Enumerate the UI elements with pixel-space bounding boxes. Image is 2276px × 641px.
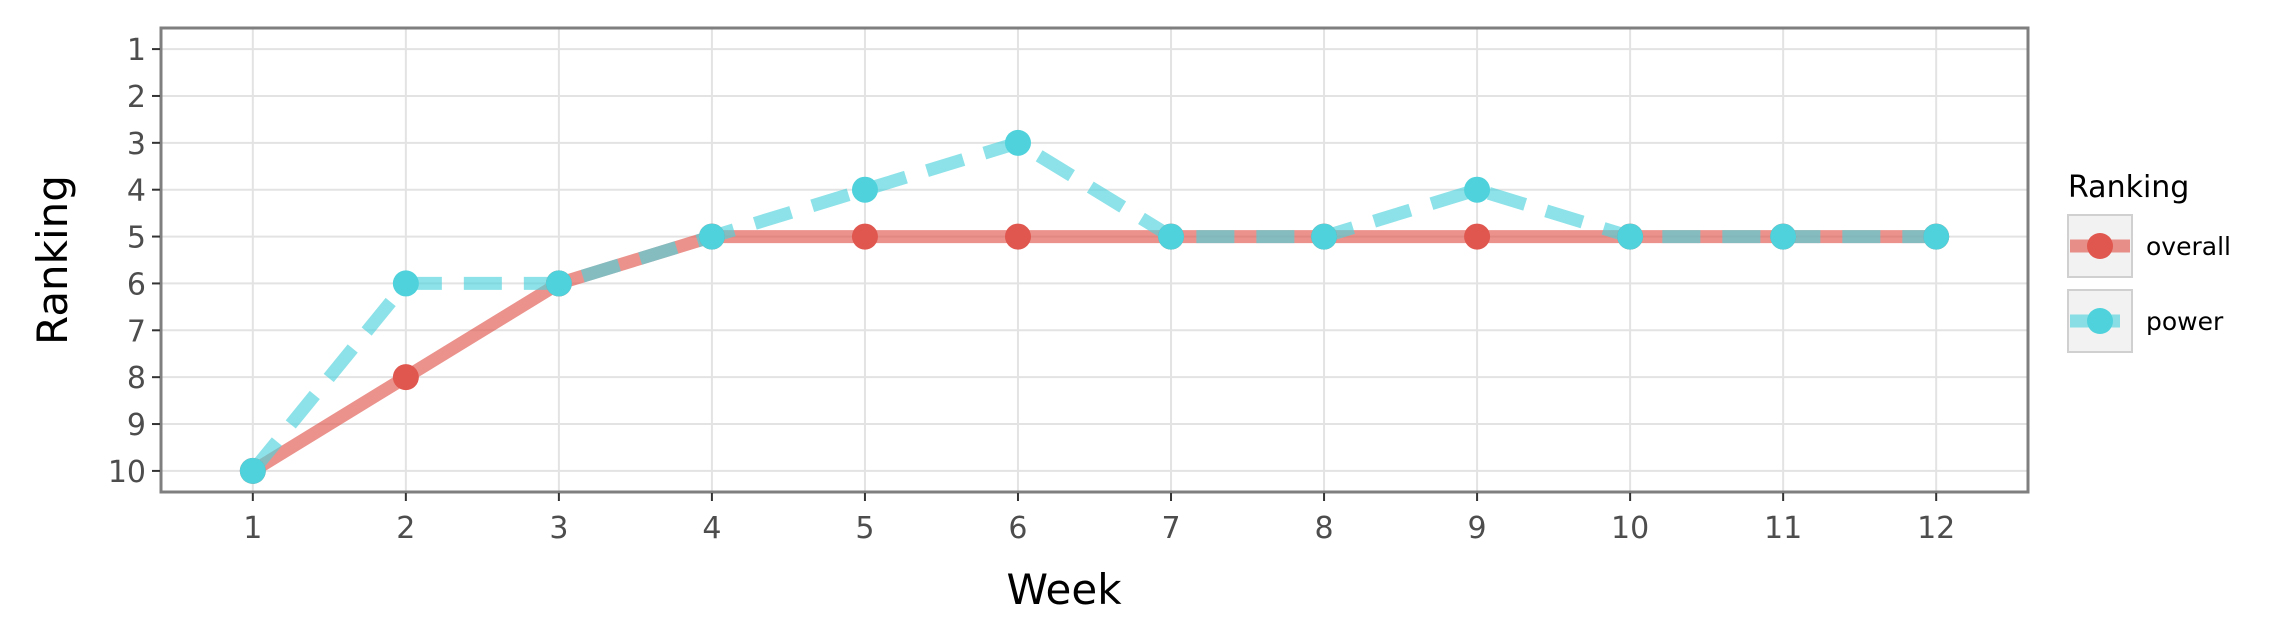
series-point-overall [392,364,419,391]
series-point-power [1004,129,1031,156]
series-point-power [1770,223,1797,250]
x-tick-label: 3 [549,511,568,546]
series-point-overall [851,223,878,250]
x-tick-label: 10 [1611,511,1649,546]
y-tick-label: 8 [127,361,146,396]
series-point-power [851,176,878,203]
series-point-power [545,270,572,297]
legend-label-power: power [2146,307,2224,336]
y-tick-label: 1 [127,33,146,68]
legend-key-point-power [2087,308,2113,334]
y-tick-label: 7 [127,314,146,349]
series-point-power [1617,223,1644,250]
x-tick-label: 8 [1315,511,1334,546]
series-point-overall [1004,223,1031,250]
grid [161,28,2028,492]
legend-label-overall: overall [2146,232,2231,261]
series-point-power [1311,223,1338,250]
legend-title: Ranking [2068,170,2189,205]
x-tick-label: 4 [702,511,721,546]
y-tick-label: 5 [127,221,146,256]
series-point-power [392,270,419,297]
y-tick-label: 2 [127,80,146,115]
legend: Ranking overall power [2067,170,2231,353]
x-tick-label: 7 [1161,511,1180,546]
x-tick-label: 6 [1008,511,1027,546]
x-axis-title: Week [1006,565,1122,614]
series-point-overall [1464,223,1491,250]
series-line-overall [249,230,1937,477]
y-axis-title: Ranking [28,175,77,345]
y-tick-label: 10 [108,455,146,490]
y-tick-label: 9 [127,408,146,443]
y-tick-label: 4 [127,174,146,209]
series-point-power [1923,223,1950,250]
y-tick-label: 3 [127,127,146,162]
series-point-power [698,223,725,250]
x-tick-label: 2 [396,511,415,546]
x-tick-label: 11 [1764,511,1802,546]
x-tick-label: 1 [243,511,262,546]
series-point-power [239,457,266,484]
y-tick-label: 6 [127,267,146,302]
series-layer [239,129,1950,484]
x-tick-label: 5 [855,511,874,546]
series-point-power [1464,176,1491,203]
series-line-power [247,136,1937,476]
legend-key-point-overall [2087,233,2113,259]
x-tick-label: 12 [1917,511,1955,546]
plot-border [159,26,2030,494]
series-point-power [1158,223,1185,250]
x-tick-label: 9 [1468,511,1487,546]
